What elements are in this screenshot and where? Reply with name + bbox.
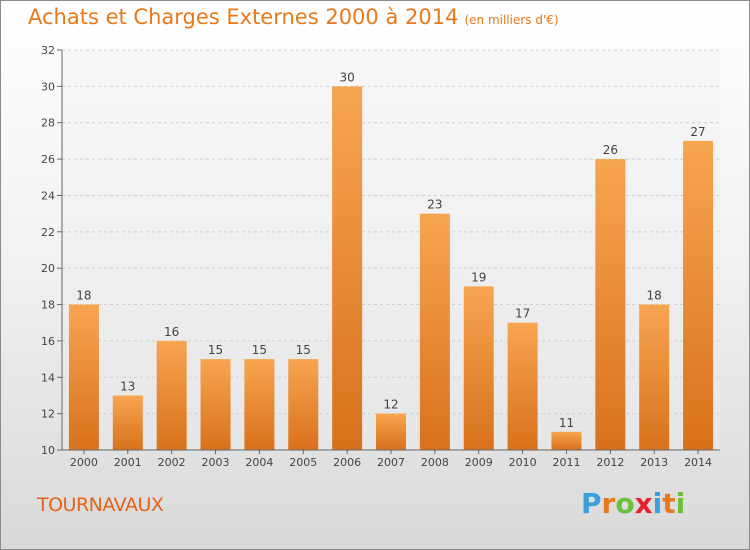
y-axis: 10 12 14 16 18 20 22 24 26 28 30 32 <box>41 44 63 457</box>
y-tick-label: 12 <box>41 408 55 421</box>
bar <box>639 304 670 450</box>
logo-letter: i <box>652 487 663 520</box>
bar <box>463 286 494 450</box>
x-tick-label: 2003 <box>202 456 230 469</box>
x-tick-label: 2011 <box>552 456 580 469</box>
bars: 18 13 16 15 15 15 30 12 23 19 17 11 26 18 27 <box>68 70 714 450</box>
x-tick-label: 2001 <box>114 456 142 469</box>
bar-value-label: 17 <box>515 307 530 321</box>
logo-letter: r <box>601 487 616 520</box>
y-tick-label: 14 <box>41 371 55 384</box>
logo-letter: P <box>581 487 602 520</box>
bar-value-label: 26 <box>603 143 618 157</box>
x-tick-label: 2000 <box>70 456 98 469</box>
x-tick-label: 2009 <box>465 456 493 469</box>
bar-value-label: 11 <box>559 416 574 430</box>
y-tick-label: 28 <box>41 117 55 130</box>
x-tick-label: 2006 <box>333 456 361 469</box>
y-tick-label: 32 <box>41 44 55 57</box>
x-tick-label: 2005 <box>289 456 317 469</box>
chart-subtitle: (en milliers d'€) <box>464 13 559 27</box>
bar-value-label: 12 <box>383 398 398 412</box>
proxiti-logo: Proxiti <box>581 487 685 520</box>
logo-letter: x <box>634 487 653 520</box>
bar <box>156 340 187 450</box>
logo-letter: i <box>675 487 686 520</box>
y-tick-label: 10 <box>41 444 55 457</box>
bar <box>595 159 626 450</box>
bar <box>332 86 363 450</box>
bar <box>244 359 275 450</box>
bar-value-label: 13 <box>120 379 135 393</box>
bar-value-label: 30 <box>339 70 354 84</box>
bar-value-label: 23 <box>427 198 442 212</box>
chart-title-text: Achats et Charges Externes 2000 à 2014 <box>28 5 459 29</box>
logo-letter: t <box>662 487 676 520</box>
bar <box>507 322 538 450</box>
x-tick-label: 2002 <box>158 456 186 469</box>
bar <box>112 395 143 450</box>
bar <box>551 431 582 450</box>
x-tick-label: 2014 <box>684 456 712 469</box>
x-tick-label: 2010 <box>509 456 537 469</box>
x-tick-label: 2007 <box>377 456 405 469</box>
bar-value-label: 27 <box>690 125 705 139</box>
bar-value-label: 15 <box>208 343 223 357</box>
chart-title: Achats et Charges Externes 2000 à 2014 (e… <box>28 5 559 29</box>
logo-letter: o <box>615 487 635 520</box>
bar <box>68 304 99 450</box>
bar-value-label: 19 <box>471 270 486 284</box>
y-tick-label: 16 <box>41 335 55 348</box>
y-tick-label: 26 <box>41 153 55 166</box>
x-tick-label: 2004 <box>245 456 273 469</box>
y-tick-label: 30 <box>41 80 55 93</box>
bar-value-label: 15 <box>296 343 311 357</box>
commune-name: TOURNAVAUX <box>37 494 164 516</box>
bar <box>200 359 231 450</box>
bar <box>288 359 319 450</box>
x-tick-label: 2008 <box>421 456 449 469</box>
bar <box>376 413 406 450</box>
y-tick-label: 24 <box>41 189 55 202</box>
y-tick-label: 22 <box>41 226 55 239</box>
bar <box>683 140 714 450</box>
bar-value-label: 16 <box>164 325 179 339</box>
bar-value-label: 18 <box>647 289 662 303</box>
x-axis: 2000 2001 2002 2003 2004 2005 2006 2007 2008 2009… <box>62 449 720 469</box>
x-tick-label: 2013 <box>640 456 668 469</box>
bar-value-label: 15 <box>252 343 267 357</box>
y-tick-label: 18 <box>41 299 55 312</box>
bar-value-label: 18 <box>76 289 91 303</box>
bar <box>419 213 450 450</box>
y-tick-label: 20 <box>41 262 55 275</box>
x-tick-label: 2012 <box>596 456 624 469</box>
